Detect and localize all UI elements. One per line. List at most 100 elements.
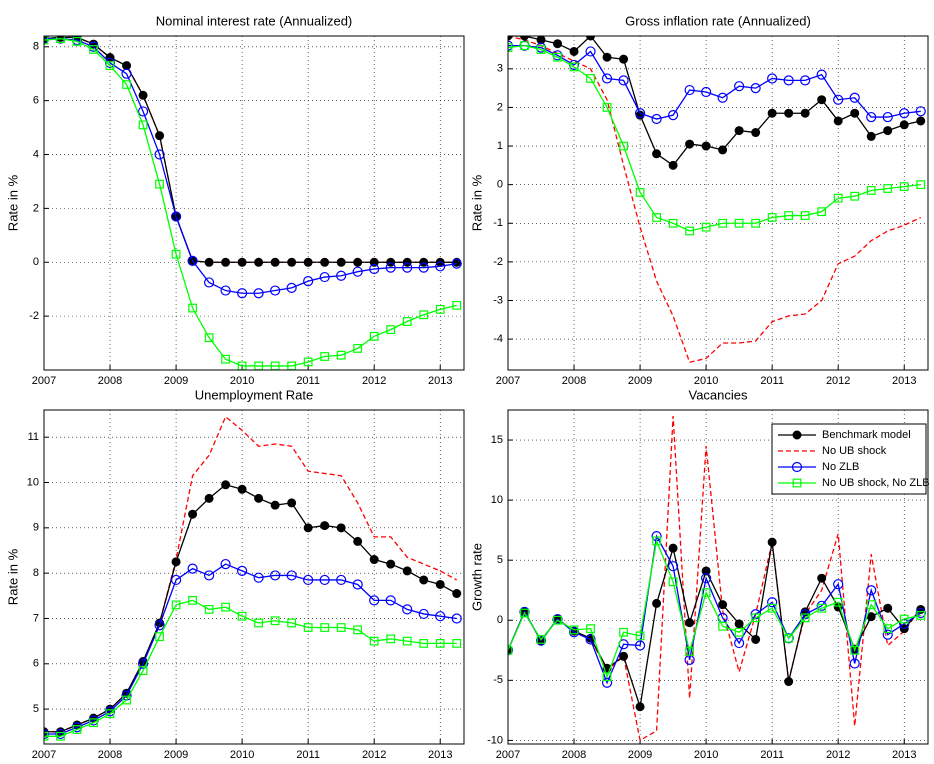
marker: [353, 344, 363, 353]
marker: [816, 600, 827, 611]
marker: [336, 270, 347, 281]
marker: [353, 257, 363, 267]
marker: [418, 262, 429, 273]
marker: [105, 709, 115, 719]
marker: [850, 108, 860, 118]
marker: [717, 92, 728, 103]
y-tick-label: -3: [493, 294, 503, 306]
marker: [652, 536, 661, 546]
marker: [254, 257, 264, 267]
y-tick-label: 10: [27, 476, 39, 488]
series-line: [44, 38, 457, 294]
marker: [651, 113, 662, 125]
x-tick-label: 2011: [296, 749, 320, 761]
marker: [254, 493, 264, 503]
y-tick-label: 8: [33, 567, 39, 579]
plot-area: [508, 36, 928, 370]
marker: [402, 317, 412, 326]
marker: [72, 725, 82, 734]
marker: [452, 638, 462, 648]
marker: [817, 95, 827, 105]
marker: [336, 350, 346, 360]
y-tick-label: 6: [33, 95, 39, 107]
marker: [419, 575, 429, 585]
marker: [883, 184, 893, 193]
marker: [402, 262, 413, 273]
marker: [221, 354, 231, 364]
marker: [652, 213, 661, 222]
marker: [287, 498, 297, 508]
marker: [685, 647, 695, 656]
marker: [56, 36, 66, 42]
marker: [336, 523, 346, 533]
marker: [170, 574, 182, 586]
marker: [435, 638, 445, 648]
marker: [138, 90, 148, 100]
marker: [751, 634, 761, 644]
marker: [635, 631, 645, 641]
marker: [668, 543, 678, 553]
x-tick-label: 2012: [826, 749, 850, 761]
marker: [171, 600, 181, 610]
chart-title: Vacancies: [688, 387, 748, 402]
marker: [569, 46, 579, 56]
marker: [634, 108, 646, 119]
marker: [303, 357, 313, 367]
y-tick-label: -4: [493, 333, 503, 345]
x-tick-label: 2008: [98, 749, 122, 761]
marker: [750, 83, 761, 94]
y-axis-label: Rate in %: [5, 548, 20, 605]
marker: [104, 706, 116, 717]
marker: [883, 126, 893, 136]
y-tick-label: -5: [493, 674, 503, 686]
marker: [767, 213, 777, 222]
marker: [303, 257, 313, 267]
marker: [602, 672, 612, 682]
marker: [866, 600, 876, 610]
x-tick-label: 2011: [296, 375, 320, 387]
axes-box: [43, 35, 465, 371]
marker: [784, 108, 794, 118]
marker: [138, 120, 148, 130]
marker: [553, 52, 562, 62]
x-tick-label: 2011: [760, 375, 784, 387]
x-tick-label: 2012: [362, 375, 386, 387]
marker: [187, 563, 198, 574]
marker: [792, 478, 802, 488]
marker: [750, 609, 761, 620]
y-tick-label: 8: [33, 41, 39, 53]
marker: [734, 81, 745, 92]
marker: [369, 331, 379, 341]
marker: [866, 186, 876, 195]
marker: [751, 613, 761, 623]
marker: [508, 40, 514, 51]
marker: [668, 218, 678, 228]
marker: [44, 36, 50, 44]
marker: [419, 310, 429, 320]
marker: [833, 94, 844, 105]
marker: [883, 624, 893, 634]
y-tick-label: 7: [33, 612, 39, 624]
marker: [237, 288, 248, 299]
series-line: [44, 38, 457, 367]
y-tick-label: 2: [33, 202, 39, 214]
marker: [817, 573, 827, 583]
marker: [122, 80, 131, 89]
x-tick-label: 2009: [628, 749, 652, 761]
marker: [237, 484, 247, 494]
marker: [419, 257, 429, 267]
marker: [734, 619, 744, 629]
y-tick-label: 3: [497, 63, 503, 75]
marker: [221, 480, 231, 490]
marker: [701, 588, 711, 598]
marker: [188, 595, 197, 605]
axes-box: [507, 35, 929, 371]
marker: [816, 69, 827, 80]
marker: [352, 266, 363, 277]
marker: [800, 108, 810, 118]
marker: [586, 36, 596, 41]
marker: [915, 607, 926, 619]
marker: [899, 182, 909, 191]
y-tick-label: 0: [33, 256, 39, 268]
marker: [287, 257, 297, 267]
